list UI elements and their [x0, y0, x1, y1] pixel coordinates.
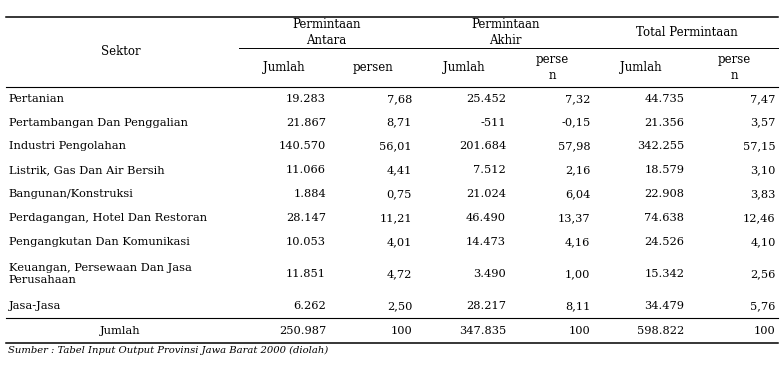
- Text: 250.987: 250.987: [279, 325, 326, 336]
- Text: Jumlah: Jumlah: [263, 61, 304, 74]
- Text: Pengangkutan Dan Komunikasi: Pengangkutan Dan Komunikasi: [9, 237, 189, 247]
- Text: Permintaan
Akhir: Permintaan Akhir: [472, 19, 540, 47]
- Text: 12,46: 12,46: [743, 213, 776, 223]
- Text: 2,16: 2,16: [565, 165, 590, 175]
- Text: Sektor: Sektor: [101, 45, 140, 59]
- Text: 15.342: 15.342: [644, 269, 684, 279]
- Text: 28.147: 28.147: [286, 213, 326, 223]
- Text: 28.217: 28.217: [466, 301, 506, 311]
- Text: Bangunan/Konstruksi: Bangunan/Konstruksi: [9, 189, 134, 199]
- Text: -0,15: -0,15: [561, 118, 590, 128]
- Text: Perdagangan, Hotel Dan Restoran: Perdagangan, Hotel Dan Restoran: [9, 213, 206, 223]
- Text: Industri Pengolahan: Industri Pengolahan: [9, 141, 126, 152]
- Text: 4,16: 4,16: [565, 237, 590, 247]
- Text: 5,76: 5,76: [751, 301, 776, 311]
- Text: persen: persen: [353, 61, 394, 74]
- Text: 56,01: 56,01: [379, 141, 412, 152]
- Text: Pertambangan Dan Penggalian: Pertambangan Dan Penggalian: [9, 118, 188, 128]
- Text: Pertanian: Pertanian: [9, 94, 65, 104]
- Text: 6,04: 6,04: [565, 189, 590, 199]
- Text: 21.867: 21.867: [286, 118, 326, 128]
- Text: 21.024: 21.024: [466, 189, 506, 199]
- Text: perse
n: perse n: [536, 53, 569, 82]
- Text: 100: 100: [390, 325, 412, 336]
- Text: 57,15: 57,15: [743, 141, 776, 152]
- Text: Listrik, Gas Dan Air Bersih: Listrik, Gas Dan Air Bersih: [9, 165, 164, 175]
- Text: 11.066: 11.066: [286, 165, 326, 175]
- Text: 11.851: 11.851: [286, 269, 326, 279]
- Text: 3,10: 3,10: [751, 165, 776, 175]
- Text: -511: -511: [480, 118, 506, 128]
- Text: 3,57: 3,57: [751, 118, 776, 128]
- Text: 18.579: 18.579: [644, 165, 684, 175]
- Text: perse
n: perse n: [717, 53, 751, 82]
- Text: 11,21: 11,21: [379, 213, 412, 223]
- Text: 347.835: 347.835: [459, 325, 506, 336]
- Text: Keuangan, Persewaan Dan Jasa
Perusahaan: Keuangan, Persewaan Dan Jasa Perusahaan: [9, 263, 192, 285]
- Text: 140.570: 140.570: [279, 141, 326, 152]
- Text: 3.490: 3.490: [473, 269, 506, 279]
- Text: 10.053: 10.053: [286, 237, 326, 247]
- Text: 34.479: 34.479: [644, 301, 684, 311]
- Text: 22.908: 22.908: [644, 189, 684, 199]
- Text: 7,47: 7,47: [751, 94, 776, 104]
- Text: 4,10: 4,10: [751, 237, 776, 247]
- Text: 46.490: 46.490: [466, 213, 506, 223]
- Text: 13,37: 13,37: [558, 213, 590, 223]
- Text: Total Permintaan: Total Permintaan: [636, 26, 738, 39]
- Text: Sumber : Tabel Input Output Provinsi Jawa Barat 2000 (diolah): Sumber : Tabel Input Output Provinsi Jaw…: [8, 346, 328, 355]
- Text: 8,11: 8,11: [565, 301, 590, 311]
- Text: 4,41: 4,41: [387, 165, 412, 175]
- Text: 4,72: 4,72: [387, 269, 412, 279]
- Text: 8,71: 8,71: [387, 118, 412, 128]
- Text: 100: 100: [569, 325, 590, 336]
- Text: 2,50: 2,50: [387, 301, 412, 311]
- Text: 2,56: 2,56: [751, 269, 776, 279]
- Text: 25.452: 25.452: [466, 94, 506, 104]
- Text: 7,32: 7,32: [565, 94, 590, 104]
- Text: 19.283: 19.283: [286, 94, 326, 104]
- Text: 0,75: 0,75: [387, 189, 412, 199]
- Text: Jumlah: Jumlah: [443, 61, 484, 74]
- Text: 7.512: 7.512: [473, 165, 506, 175]
- Text: Jumlah: Jumlah: [620, 61, 662, 74]
- Text: 74.638: 74.638: [644, 213, 684, 223]
- Text: Jumlah: Jumlah: [100, 325, 141, 336]
- Text: 1.884: 1.884: [293, 189, 326, 199]
- Text: 24.526: 24.526: [644, 237, 684, 247]
- Text: Jasa-Jasa: Jasa-Jasa: [9, 301, 61, 311]
- Text: 7,68: 7,68: [387, 94, 412, 104]
- Text: 57,98: 57,98: [558, 141, 590, 152]
- Text: 44.735: 44.735: [644, 94, 684, 104]
- Text: 342.255: 342.255: [637, 141, 684, 152]
- Text: 14.473: 14.473: [466, 237, 506, 247]
- Text: 100: 100: [754, 325, 776, 336]
- Text: 3,83: 3,83: [751, 189, 776, 199]
- Text: 201.684: 201.684: [459, 141, 506, 152]
- Text: 598.822: 598.822: [637, 325, 684, 336]
- Text: 21.356: 21.356: [644, 118, 684, 128]
- Text: 6.262: 6.262: [293, 301, 326, 311]
- Text: 4,01: 4,01: [387, 237, 412, 247]
- Text: 1,00: 1,00: [565, 269, 590, 279]
- Text: Permintaan
Antara: Permintaan Antara: [292, 19, 361, 47]
